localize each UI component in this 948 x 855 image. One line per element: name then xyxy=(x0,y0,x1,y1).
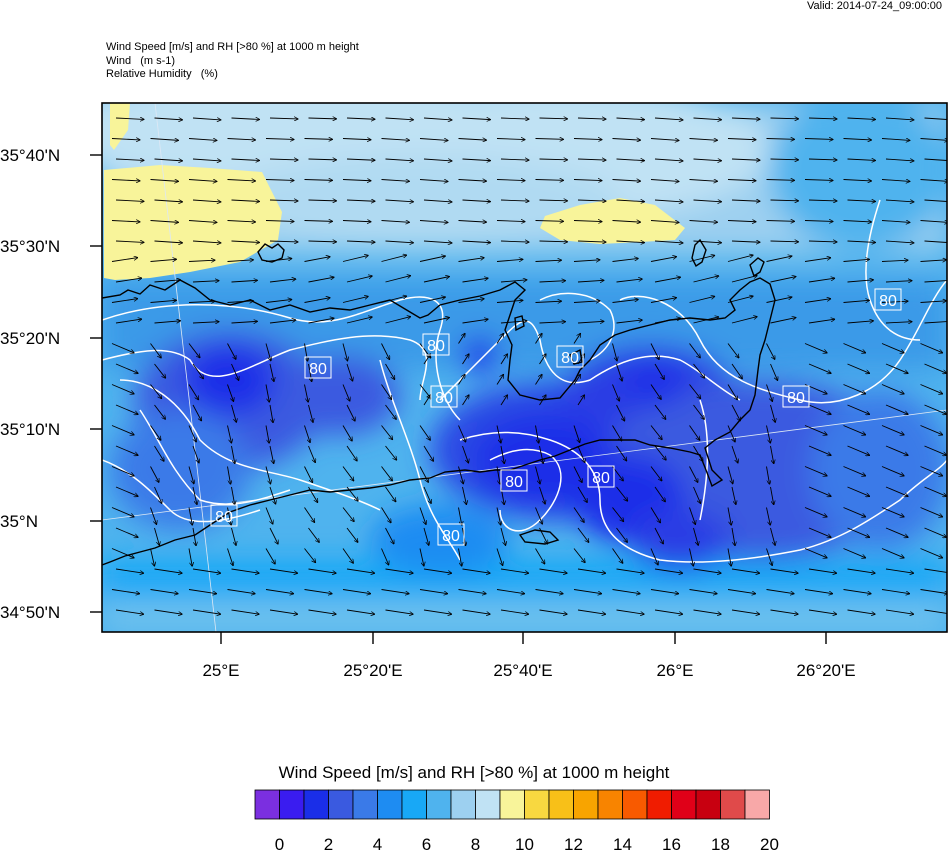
colorbar-tick-label: 10 xyxy=(515,835,534,855)
colorbar-swatch xyxy=(721,790,746,819)
colorbar-swatch xyxy=(623,790,648,819)
contour-label: 80 xyxy=(592,470,610,487)
contour-label: 80 xyxy=(879,293,897,310)
latitude-axis: 35°40'N 35°30'N 35°20'N 35°10'N 35°N 34°50'N xyxy=(0,146,102,622)
colorbar-swatch xyxy=(280,790,305,819)
map-panel: 80 80 80 80 80 80 80 80 80 80 xyxy=(40,70,948,632)
colorbar-swatch xyxy=(549,790,574,819)
contour-label: 80 xyxy=(435,390,453,407)
contour-label: 80 xyxy=(442,528,460,545)
lat-label: 34°50'N xyxy=(0,603,60,622)
lon-label: 25°40'E xyxy=(493,661,552,680)
contour-label: 80 xyxy=(787,390,805,407)
colorbar-swatch xyxy=(427,790,452,819)
colorbar-tick-label: 2 xyxy=(324,835,333,855)
lat-label: 35°30'N xyxy=(0,237,60,256)
colorbar-tick-label: 16 xyxy=(662,835,681,855)
lat-label: 35°40'N xyxy=(0,146,60,165)
colorbar-labels: 0 2 4 6 8 10 12 14 16 18 20 xyxy=(0,835,948,855)
lat-label: 35°N xyxy=(0,512,38,531)
contour-label: 80 xyxy=(427,338,445,355)
colorbar-swatch xyxy=(304,790,329,819)
longitude-axis: 25°E 25°20'E 25°40'E 26°E 26°20'E xyxy=(202,632,855,680)
colorbar-swatch xyxy=(647,790,672,819)
lat-label: 35°20'N xyxy=(0,329,60,348)
lon-label: 25°E xyxy=(202,661,239,680)
colorbar-swatch xyxy=(696,790,721,819)
colorbar-swatch xyxy=(329,790,354,819)
colorbar-swatch xyxy=(598,790,623,819)
colorbar-tick-label: 6 xyxy=(422,835,431,855)
lon-label: 25°20'E xyxy=(343,661,402,680)
contour-label: 80 xyxy=(309,361,327,378)
colorbar-swatch xyxy=(745,790,770,819)
colorbar-tick-label: 18 xyxy=(711,835,730,855)
colorbar-tick-label: 14 xyxy=(613,835,632,855)
colorbar-swatch xyxy=(574,790,599,819)
colorbar-swatch xyxy=(451,790,476,819)
colorbar-swatch xyxy=(353,790,378,819)
colorbar-swatch xyxy=(500,790,525,819)
colorbar-tick-label: 20 xyxy=(760,835,779,855)
colorbar xyxy=(255,790,770,819)
contour-label: 80 xyxy=(561,350,579,367)
colorbar-swatch xyxy=(476,790,501,819)
lon-label: 26°E xyxy=(656,661,693,680)
colorbar-tick-label: 4 xyxy=(373,835,382,855)
colorbar-swatch xyxy=(378,790,403,819)
lat-label: 35°10'N xyxy=(0,420,60,439)
contour-label: 80 xyxy=(505,474,523,491)
colorbar-swatch xyxy=(402,790,427,819)
colorbar-swatch xyxy=(672,790,697,819)
colorbar-tick-label: 0 xyxy=(275,835,284,855)
colorbar-tick-label: 8 xyxy=(471,835,480,855)
colorbar-swatch xyxy=(255,790,280,819)
colorbar-title: Wind Speed [m/s] and RH [>80 %] at 1000 … xyxy=(0,763,948,783)
lon-label: 26°20'E xyxy=(796,661,855,680)
colorbar-tick-label: 12 xyxy=(564,835,583,855)
contour-label: 80 xyxy=(215,509,233,526)
colorbar-swatch xyxy=(525,790,550,819)
